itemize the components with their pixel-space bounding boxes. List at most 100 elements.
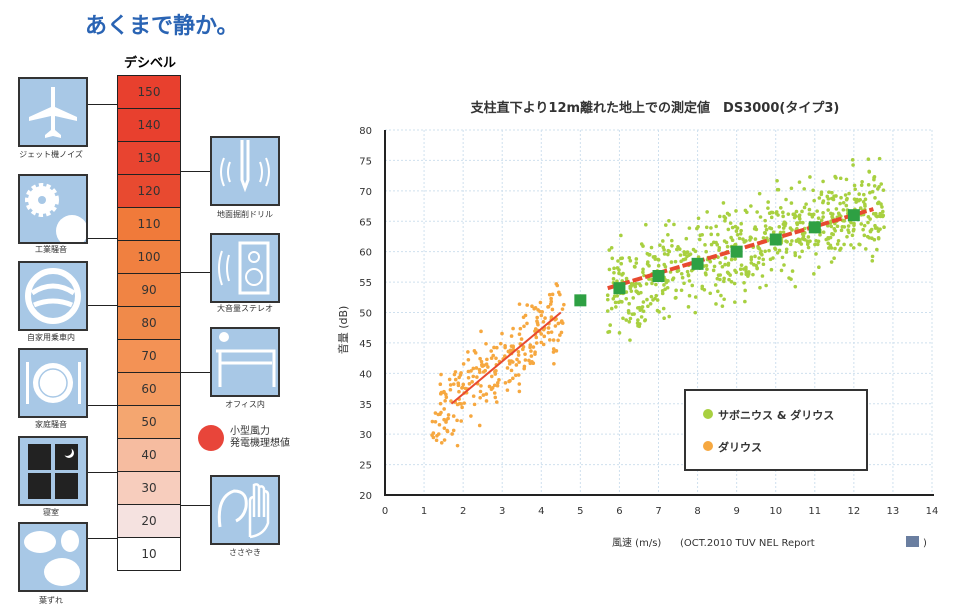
scatter-point [760,274,765,278]
scatter-point [628,338,632,342]
average-marker [847,209,860,222]
decibel-scale: 150 140 130 120 110 100 90 80 70 60 50 40 30 20 10 [117,75,181,571]
label-car: 自家用乗車内 [27,333,75,342]
scatter-point [660,289,665,293]
connector-line [180,505,210,506]
label-jet: ジェット機ノイズ [19,150,83,159]
scatter-point [751,272,755,277]
scatter-point [661,239,665,243]
scatter-point [705,210,709,214]
scatter-point [669,260,674,264]
scatter-point [442,426,447,430]
scatter-point [732,281,737,286]
scatter-point [844,203,849,208]
scatter-point [511,376,515,381]
scatter-point [753,254,757,259]
scatter-point [879,182,884,186]
scatter-point [522,364,527,369]
scatter-point [536,322,540,327]
scatter-point [779,268,784,273]
connector-line [86,238,117,239]
source-close: ) [923,538,927,549]
scatter-point [784,247,789,252]
scatter-point [873,196,877,200]
scatter-point [433,419,438,424]
scatter-point [529,349,533,353]
scatter-point [818,233,822,237]
chart-title: 支柱直下より12m離れた地上での測定値 DS3000(タイプ3) [470,100,840,116]
x-tick-label: 6 [616,506,622,517]
scatter-point [712,264,717,269]
scatter-point [862,192,866,197]
scatter-point [833,228,838,233]
scatter-point [467,382,472,386]
scatter-point [509,359,514,363]
y-tick-label: 45 [359,339,372,350]
scatter-point [862,233,867,238]
scatter-point [529,354,534,358]
scatter-point [478,356,482,361]
scatter-point [486,365,490,369]
scatter-point [461,362,466,366]
scatter-point [802,237,806,242]
scatter-point [674,295,678,300]
scatter-point [517,382,522,386]
scatter-point [764,227,769,232]
scatter-point [761,262,766,267]
scatter-point [753,225,757,229]
scatter-point [726,261,731,266]
scatter-point [534,335,539,340]
scatter-point [814,252,818,256]
scatter-point [466,369,471,374]
scatter-point [620,273,624,277]
wind-turbine-marker [198,425,224,451]
scatter-point [533,327,538,331]
scatter-point [756,260,761,265]
scatter-point [709,242,714,247]
scatter-point [727,277,731,282]
scatter-point [662,262,667,267]
scatter-point [667,219,671,223]
legend-label-orange: ダリウス [718,440,762,454]
scatter-point [870,236,874,241]
scatter-point [470,380,474,384]
scatter-point [853,187,857,192]
scatter-point [605,297,610,302]
average-markers [574,209,860,307]
scatter-point [767,211,772,216]
scatter-point [812,272,816,276]
decibel-level: 40 [118,439,180,472]
wind-turbine-label: 小型風力 発電機理想値 [230,426,290,450]
scatter-point [628,316,633,321]
scatter-point [489,374,494,379]
scatter-point [722,279,726,284]
scatter-point [832,194,836,198]
scatter-point [505,388,510,392]
scatter-point [617,271,621,276]
scatter-point [658,243,662,247]
scatter-point [555,283,560,288]
scatter-point [852,221,856,226]
scatter-point [775,178,779,183]
scatter-point [854,200,858,204]
scatter-point [872,177,876,182]
scatter-point [703,243,707,247]
y-tick-label: 20 [359,491,372,502]
connector-line [86,472,117,473]
scatter-point [722,239,727,243]
x-tick-label: 5 [577,506,583,517]
scatter-point [734,270,739,275]
scatter-point [653,254,657,259]
x-tick-label: 0 [382,506,388,517]
x-tick-label: 11 [808,506,821,517]
scatter-point [479,329,483,334]
scatter-point [709,232,714,237]
scatter-point [767,248,771,253]
x-tick-label: 1 [421,506,427,517]
scatter-point [616,259,620,263]
scatter-point [858,206,863,210]
scatter-point [492,391,497,395]
x-tick-label: 2 [460,506,466,517]
scatter-point [696,216,701,221]
scatter-point [693,310,698,315]
